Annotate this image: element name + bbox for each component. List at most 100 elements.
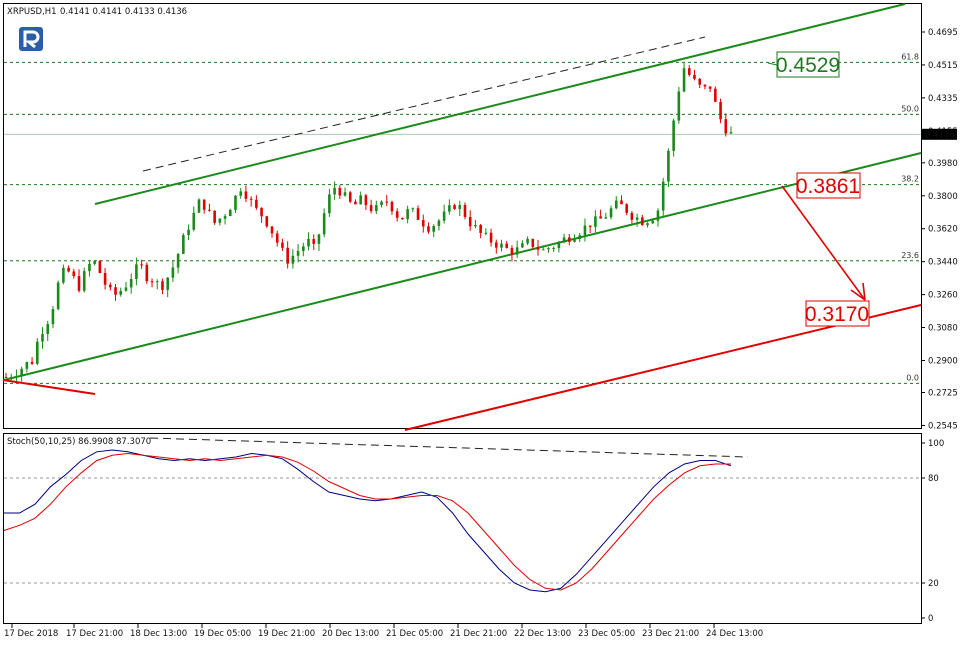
projection-arrow-head — [850, 282, 866, 301]
time-tick-label: 24 Dec 13:00 — [706, 629, 763, 639]
candle-body — [698, 78, 702, 85]
price-tick-label: 0.3080 — [928, 324, 958, 334]
candle-body — [453, 205, 456, 209]
stoch-tick-label: 0 — [928, 614, 933, 624]
candle-body — [432, 225, 435, 232]
time-tick-label: 17 Dec 21:00 — [66, 629, 123, 639]
candle-body — [427, 226, 430, 232]
candle-body — [594, 216, 597, 227]
candle-body — [150, 281, 154, 283]
candle-body — [588, 225, 592, 227]
candle-body — [385, 201, 389, 203]
candle-body — [375, 205, 378, 212]
time-tick-label: 18 Dec 13:00 — [130, 629, 187, 639]
candle-body — [348, 192, 352, 202]
candle-body — [682, 68, 686, 92]
fib-level-label: 23.6 — [901, 251, 919, 260]
stoch-signal-line — [3, 452, 731, 591]
candle-body — [448, 205, 451, 212]
time-tick-label: 20 Dec 13:00 — [322, 629, 379, 639]
candle-body — [255, 199, 258, 208]
candle-body — [291, 255, 295, 264]
dashed-trend-line — [142, 36, 706, 172]
price-tick-label: 0.3440 — [928, 258, 958, 268]
candle-body — [119, 290, 123, 295]
candle-body — [244, 191, 248, 199]
candle-body — [4, 376, 8, 378]
price-tick-label: 0.2725 — [928, 389, 958, 399]
candle-body — [609, 208, 613, 218]
stoch-dashed-trend — [149, 437, 749, 458]
candle-body — [155, 281, 159, 283]
candle-body — [166, 277, 169, 290]
candle-body — [667, 150, 670, 182]
price-tick-label: 0.4515 — [928, 61, 958, 71]
candle-body — [265, 216, 269, 227]
candle-body — [67, 267, 70, 272]
price-tick-label: 0.3620 — [928, 225, 958, 235]
candle-body — [380, 201, 383, 206]
candle-body — [171, 267, 175, 278]
candle-body — [442, 211, 446, 221]
price-tick-label: 0.3980 — [928, 159, 958, 169]
candle-body — [109, 284, 112, 288]
stoch-tick-label: 20 — [928, 579, 939, 589]
candle-body — [401, 217, 404, 220]
candle-body — [93, 260, 96, 264]
candle-body — [72, 271, 76, 277]
candle-body — [343, 192, 347, 196]
candle-body — [500, 243, 503, 248]
time-tick-label: 19 Dec 05:00 — [194, 629, 251, 639]
candle-body — [635, 217, 639, 220]
candle-body — [677, 91, 681, 121]
candle-body — [20, 368, 23, 376]
candle-body — [568, 237, 571, 242]
candle-body — [552, 248, 555, 250]
time-axis: 17 Dec 2018 17 Dec 21:00 18 Dec 13:00 19 De… — [4, 624, 763, 639]
fib-level-label: 38.2 — [901, 175, 919, 184]
candle-body — [281, 242, 284, 248]
candle-body — [625, 204, 628, 213]
candle-body — [714, 88, 717, 102]
price-tick-label: 0.4335 — [928, 94, 958, 104]
candle-body — [724, 119, 728, 134]
candle-body — [286, 247, 289, 264]
candle-body — [463, 205, 467, 217]
candle-body — [197, 199, 201, 213]
candle-body — [474, 225, 477, 227]
stoch-tick-label: 100 — [928, 439, 944, 449]
main-panel-frame — [3, 3, 922, 429]
fib-level-label: 50.0 — [901, 104, 919, 113]
candle-body — [505, 243, 509, 248]
candle-body — [526, 238, 529, 244]
candle-body — [395, 211, 399, 218]
candle-body — [437, 220, 441, 226]
candle-body — [411, 208, 415, 210]
candle-body — [208, 209, 211, 211]
time-tick-label: 23 Dec 05:00 — [578, 629, 635, 639]
candle-body — [25, 362, 29, 369]
candle-body — [51, 309, 55, 325]
candle-body — [541, 249, 545, 251]
red-support-line — [2, 379, 96, 395]
candle-body — [693, 74, 696, 79]
candle-body — [338, 187, 342, 196]
price-candles — [4, 61, 733, 382]
candle-body — [328, 194, 331, 214]
candle-body — [202, 199, 206, 210]
candle-body — [719, 101, 722, 120]
candle-body — [129, 279, 133, 288]
candle-body — [703, 84, 707, 87]
candle-body — [260, 207, 263, 217]
candle-body — [369, 205, 373, 212]
label-0-3170: 0.3170 — [805, 300, 870, 327]
candle-body — [479, 225, 482, 233]
candle-body — [62, 267, 65, 283]
svg-text:0.3861: 0.3861 — [796, 175, 860, 198]
price-tick-label: 0.2900 — [928, 356, 958, 366]
candle-body — [98, 260, 102, 274]
fib-level-label: 0.0 — [906, 373, 919, 382]
candle-body — [406, 209, 409, 220]
candle-body — [458, 205, 462, 209]
